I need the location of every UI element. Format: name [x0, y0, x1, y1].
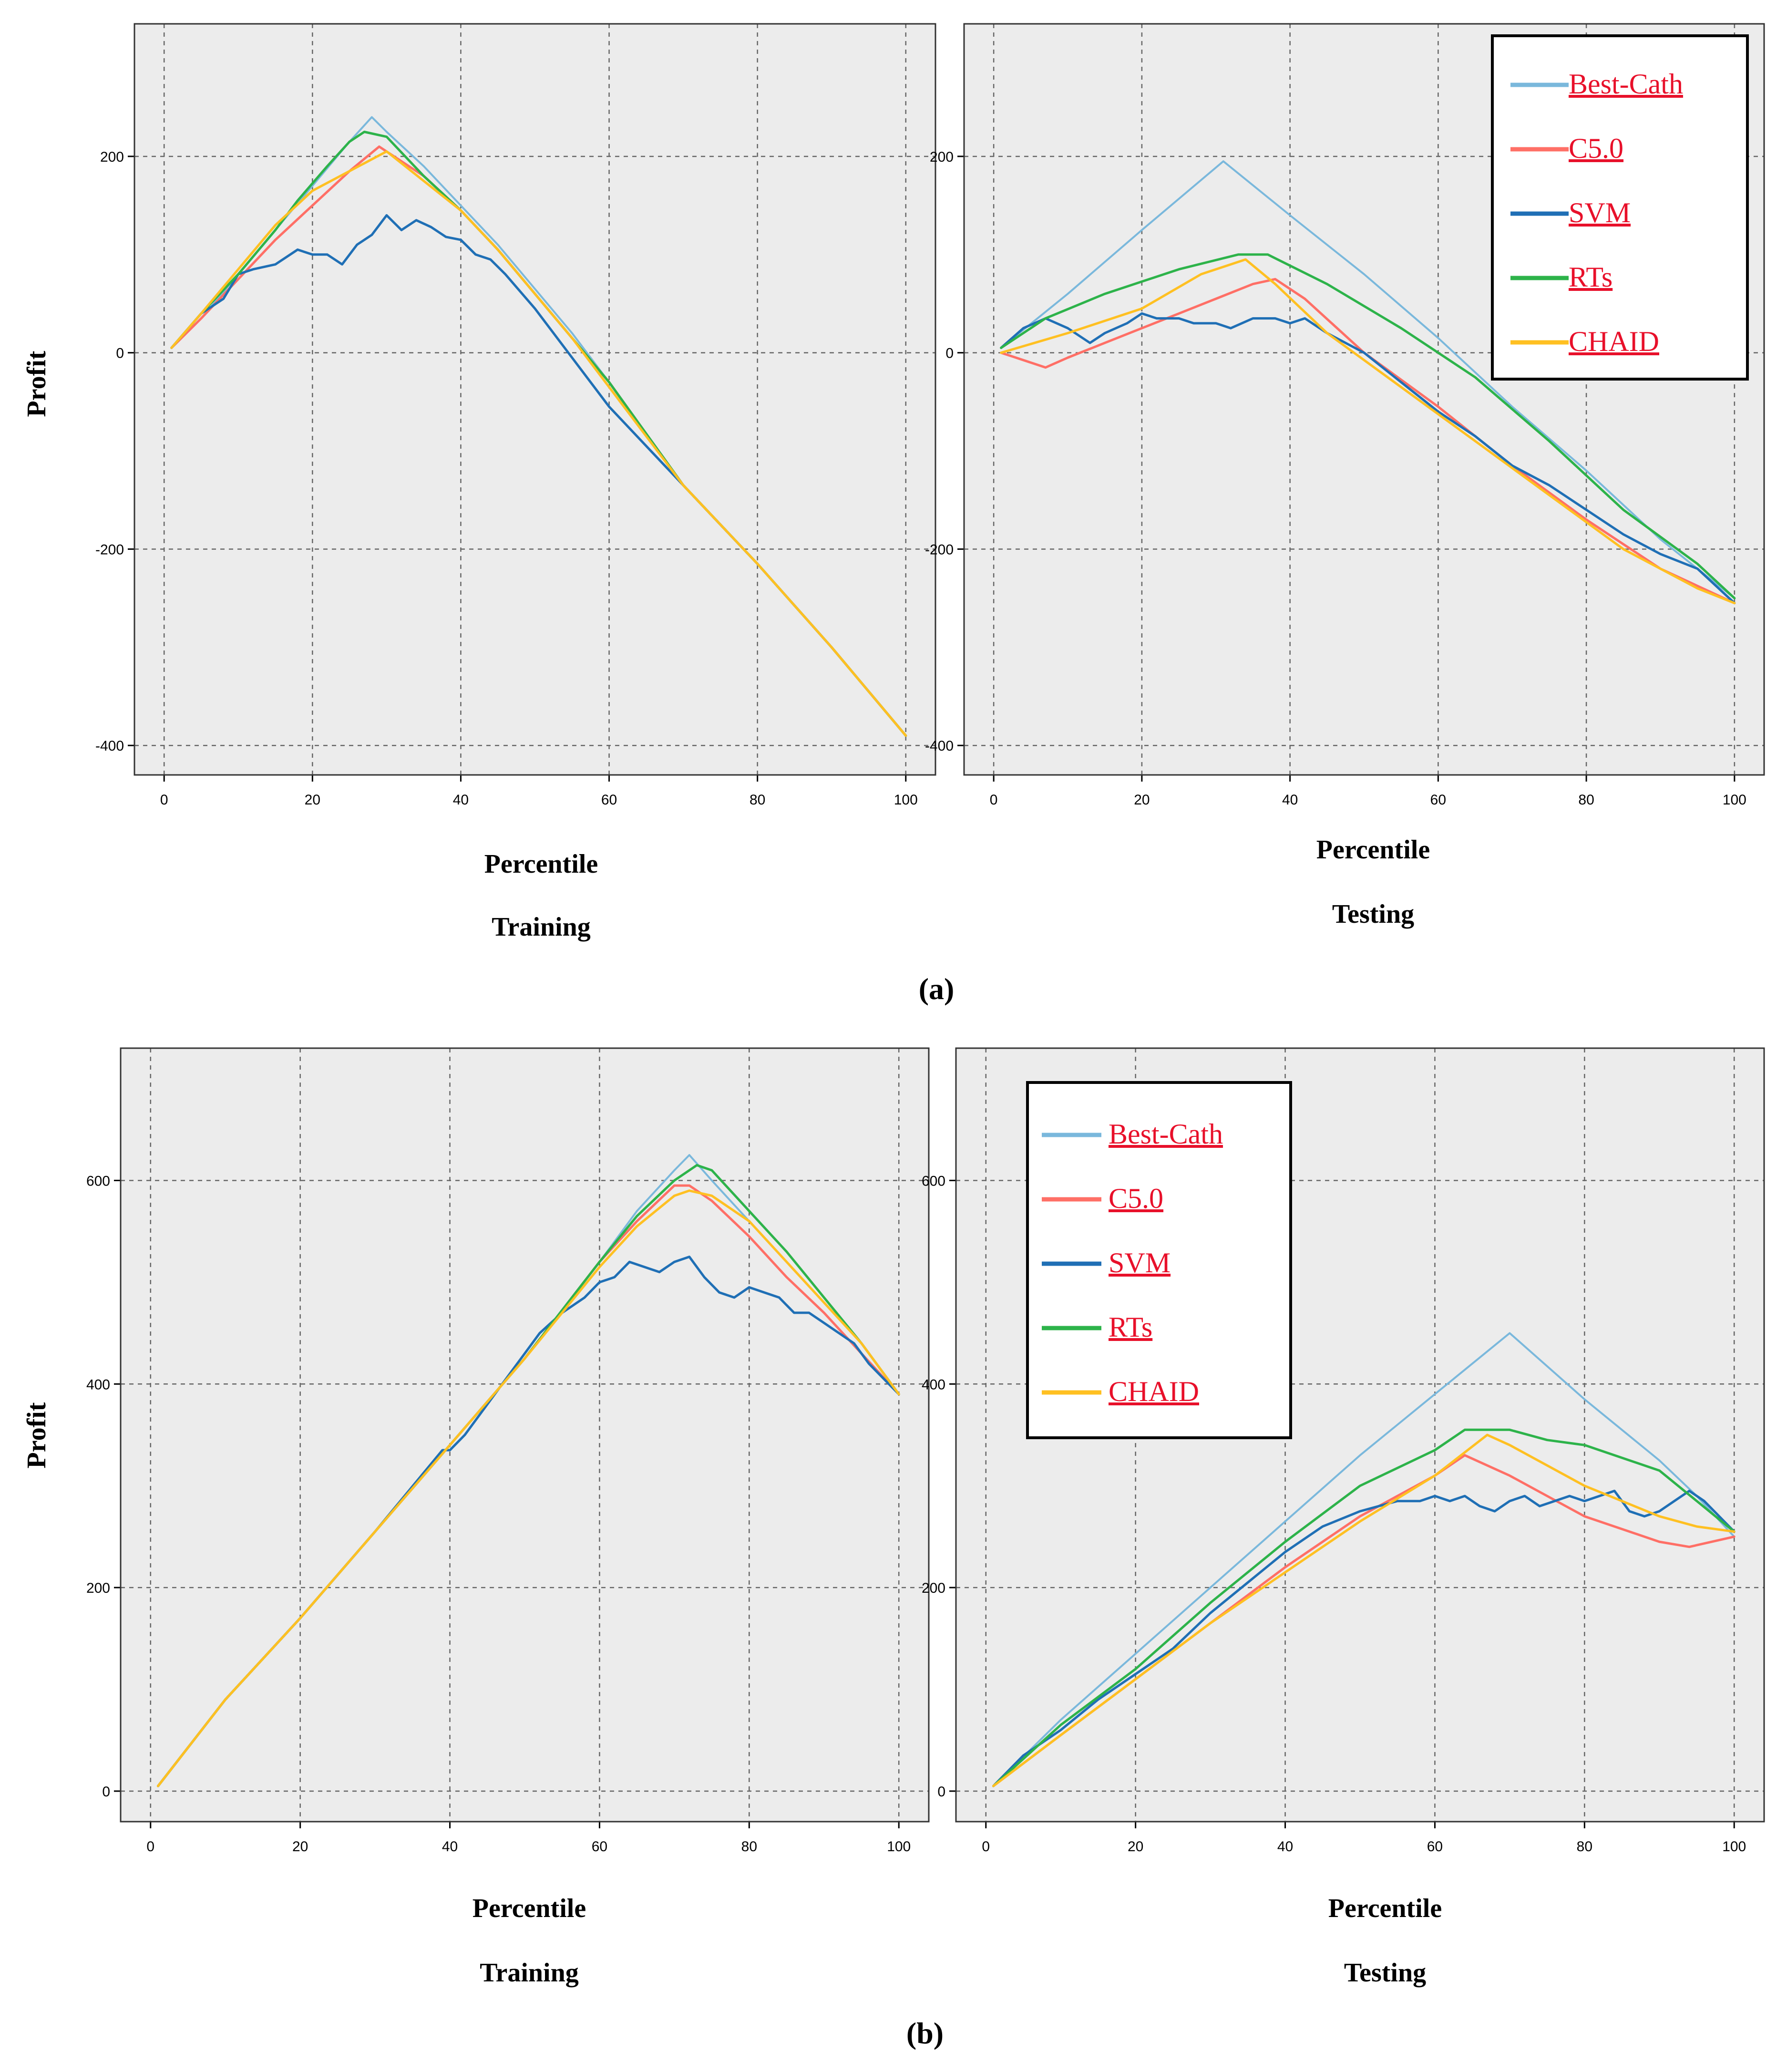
- legend-label-chaid: CHAID: [1109, 1376, 1199, 1407]
- series-line-rts: [992, 1428, 1736, 1787]
- chart-b-testing: 0 20 40 60 80 100 0 200 400 600 Percentile Testing B…: [922, 1047, 1765, 1988]
- x-tick-label: 100: [1722, 1839, 1746, 1855]
- x-tick-label: 0: [160, 792, 168, 808]
- y-tick-label: -400: [925, 738, 954, 754]
- legend-label-c5-0: C5.0: [1109, 1183, 1163, 1214]
- chart-a-training: 0 20 40 60 80 100 -400 -200 0 200 Percentile Traini…: [22, 23, 936, 942]
- plot-frame: [963, 23, 1765, 776]
- plot-area: [134, 24, 935, 775]
- y-tick-label: 200: [922, 1580, 945, 1596]
- panel-a-label: (a): [919, 972, 955, 1006]
- x-axis-label: Percentile: [1316, 835, 1430, 865]
- y-tick-label: 400: [86, 1377, 110, 1392]
- y-tick-label: 400: [922, 1377, 945, 1392]
- series-line-svm: [1000, 312, 1736, 605]
- y-tick-label: 0: [102, 1784, 110, 1800]
- y-tick-label: 600: [86, 1173, 110, 1189]
- series-line-best-cath: [1000, 160, 1736, 599]
- legend-label-chaid: CHAID: [1569, 326, 1659, 357]
- chart-subtitle: Testing: [1344, 1958, 1426, 1988]
- x-axis-label: Percentile: [472, 1894, 586, 1923]
- series-line-svm: [170, 214, 907, 737]
- x-tick-label: 20: [305, 792, 320, 808]
- x-tick-label: 100: [887, 1839, 911, 1855]
- x-tick-label: 100: [894, 792, 918, 808]
- x-tick-label: 40: [1282, 792, 1298, 808]
- series-line-c5-0: [1000, 278, 1736, 605]
- plot-area: [121, 1048, 929, 1822]
- x-tick-label: 0: [982, 1839, 990, 1855]
- y-tick-label: -200: [925, 542, 954, 557]
- x-tick-label: 20: [1128, 1839, 1143, 1855]
- series-line-chaid: [157, 1189, 900, 1787]
- x-tick-label: 40: [453, 792, 469, 808]
- series-line-best-cath: [992, 1332, 1736, 1787]
- legend-label-rts: RTs: [1109, 1311, 1152, 1343]
- y-tick-label: -200: [95, 542, 124, 557]
- legend-box: [1026, 1081, 1292, 1439]
- y-tick-label: 0: [945, 346, 954, 361]
- chart-subtitle: Testing: [1332, 899, 1414, 929]
- y-tick-label: 200: [930, 149, 954, 165]
- chart-b-training: 0 20 40 60 80 100 0 200 400 600 Percentile Training…: [22, 1047, 930, 1988]
- x-tick-label: 40: [1277, 1839, 1293, 1855]
- plot-frame: [955, 1047, 1765, 1823]
- y-axis-label: Profit: [22, 1402, 51, 1468]
- plot-frame: [120, 1047, 930, 1823]
- chart-subtitle: Training: [492, 912, 590, 942]
- series-line-chaid: [170, 150, 907, 737]
- legend-label-rts: RTs: [1569, 261, 1612, 293]
- x-tick-label: 80: [750, 792, 765, 808]
- legend-label-best-cath: Best-Cath: [1569, 68, 1683, 100]
- x-tick-label: 80: [741, 1839, 757, 1855]
- series-line-chaid: [992, 1433, 1736, 1787]
- x-tick-label: 0: [990, 792, 998, 808]
- x-tick-label: 60: [1427, 1839, 1443, 1855]
- x-tick-label: 40: [442, 1839, 458, 1855]
- panel-b-label: (b): [906, 2016, 944, 2050]
- charts-layer: 0 20 40 60 80 100-400-2000200PercentileTraini…: [22, 23, 1765, 1988]
- series-line-rts: [1000, 253, 1736, 599]
- y-tick-label: 600: [922, 1173, 945, 1189]
- x-tick-label: 0: [146, 1839, 154, 1855]
- legend-label-c5-0: C5.0: [1569, 133, 1623, 164]
- x-tick-label: 20: [1134, 792, 1150, 808]
- legend-label-svm: SVM: [1569, 197, 1631, 228]
- y-tick-label: -400: [95, 738, 124, 754]
- x-axis-label: Percentile: [1328, 1894, 1442, 1923]
- chart-subtitle: Training: [480, 1958, 578, 1988]
- y-tick-label: 200: [100, 149, 124, 165]
- series-line-chaid: [1000, 258, 1736, 605]
- x-tick-label: 60: [1430, 792, 1446, 808]
- y-tick-label: 0: [937, 1784, 945, 1800]
- x-tick-label: 60: [592, 1839, 607, 1855]
- x-tick-label: 80: [1578, 792, 1594, 808]
- y-tick-label: 0: [116, 346, 124, 361]
- x-axis-label: Percentile: [484, 849, 598, 879]
- legend-label-best-cath: Best-Cath: [1109, 1118, 1223, 1150]
- x-tick-label: 60: [601, 792, 617, 808]
- x-tick-label: 20: [292, 1839, 308, 1855]
- x-tick-label: 100: [1723, 792, 1746, 808]
- y-axis-label: Profit: [22, 350, 51, 417]
- x-tick-label: 80: [1577, 1839, 1592, 1855]
- chart-a-testing: 0 20 40 60 80 100 -400 -200 0 200 Percentile Testin…: [925, 23, 1765, 929]
- legend: Best-Cath C5.0 SVM RTs CHAID: [1026, 1081, 1292, 1439]
- y-tick-label: 200: [86, 1580, 110, 1596]
- legend-box: [1491, 34, 1749, 381]
- series-line-svm: [157, 1256, 900, 1787]
- plot-frame: [134, 23, 936, 776]
- legend: Best-Cath C5.0 SVM RTs CHAID: [1491, 34, 1749, 381]
- legend-label-svm: SVM: [1109, 1247, 1171, 1278]
